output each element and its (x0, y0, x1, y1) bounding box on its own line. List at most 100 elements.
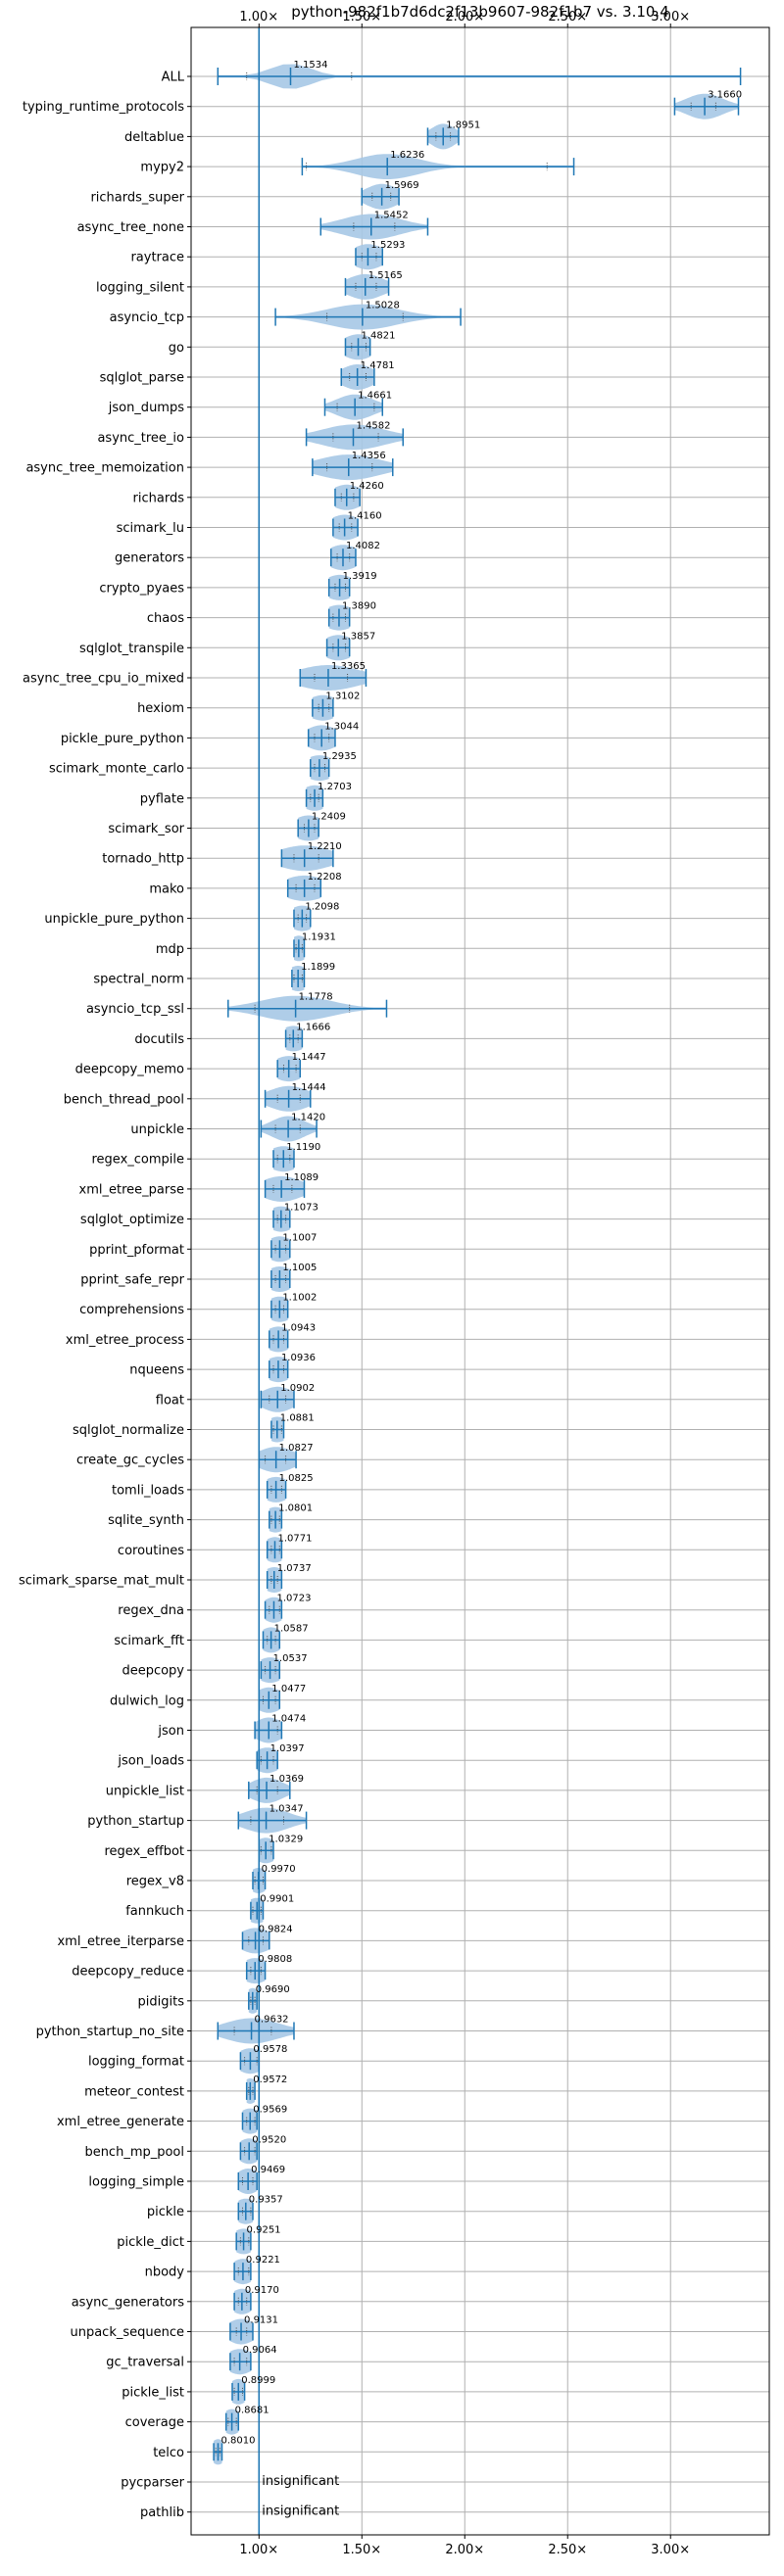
x-tick-label-bottom: 1.00× (239, 2543, 278, 2557)
benchmark-name-label: sqlglot_parse (100, 371, 184, 386)
benchmark-name-label: bench_thread_pool (64, 1092, 184, 1107)
benchmark-name-label: dulwich_log (110, 1693, 184, 1708)
mean-value-label: 1.1007 (282, 1232, 317, 1243)
mean-value-label: 1.0723 (276, 1594, 311, 1604)
mean-value-label: 1.3919 (343, 571, 377, 582)
benchmark-name-label: tomli_loads (112, 1483, 184, 1498)
benchmark-name-label: ALL (162, 71, 185, 85)
x-tick-label-top: 1.00× (239, 10, 278, 24)
benchmark-name-label: chaos (147, 611, 184, 626)
benchmark-name-label: pycparser (121, 2476, 184, 2491)
axis-layer (187, 24, 671, 2539)
x-tick-label-bottom: 2.50× (548, 2543, 587, 2557)
mean-value-label: 1.4582 (356, 420, 390, 431)
mean-value-label: 3.1660 (708, 90, 742, 101)
benchmark-name-label: json_loads (117, 1754, 184, 1769)
mean-value-label: 1.3102 (325, 692, 360, 702)
mean-value-label: 1.1420 (291, 1113, 325, 1123)
benchmark-name-label: nqueens (129, 1363, 184, 1378)
mean-value-label: 1.1002 (282, 1293, 317, 1304)
benchmark-name-label: async_tree_io (97, 431, 184, 446)
mean-value-label: 1.0537 (273, 1653, 308, 1664)
benchmark-name-label: coverage (125, 2415, 184, 2430)
mean-value-label: 0.9170 (245, 2285, 279, 2296)
benchmark-name-label: unpickle_list (106, 1784, 184, 1798)
benchmark-name-label: deepcopy_reduce (72, 1965, 184, 1980)
mean-value-label: 0.9251 (247, 2224, 281, 2235)
benchmark-name-label: pidigits (138, 1994, 185, 2009)
mean-value-label: 0.9901 (260, 1894, 294, 1905)
benchmark-name-label: go (169, 341, 184, 356)
mean-value-label: 1.0329 (269, 1834, 303, 1844)
mean-value-label: 1.3365 (331, 661, 366, 672)
benchmark-name-label: pickle (147, 2205, 184, 2219)
mean-value-label: 0.9064 (243, 2345, 277, 2356)
benchmark-name-label: comprehensions (79, 1303, 184, 1317)
benchmark-name-label: generators (115, 551, 184, 566)
benchmark-name-label: richards_super (90, 190, 184, 205)
mean-value-label: 0.9221 (246, 2255, 280, 2266)
benchmark-name-label: create_gc_cycles (76, 1454, 184, 1468)
mean-value-label: 1.0881 (280, 1413, 315, 1424)
benchmark-name-label: gc_traversal (106, 2356, 184, 2370)
benchmark-name-label: unpickle_pure_python (44, 912, 184, 927)
benchmark-name-label: async_generators (72, 2295, 185, 2310)
benchmark-name-label: scimark_sor (108, 822, 184, 836)
benchmark-name-label: deepcopy_memo (75, 1063, 184, 1077)
mean-value-label: 1.2208 (308, 872, 342, 883)
mean-value-label: 1.1778 (299, 992, 333, 1003)
benchmark-name-label: python_startup (87, 1814, 184, 1829)
mean-value-label: 1.1534 (293, 60, 327, 71)
mean-value-label: 1.4781 (361, 360, 395, 371)
benchmark-name-label: fannkuch (125, 1904, 184, 1919)
x-tick-label-bottom: 2.00× (445, 2543, 484, 2557)
mean-value-label: 1.0369 (270, 1774, 304, 1785)
benchmark-name-label: asyncio_tcp_ssl (86, 1002, 184, 1017)
violin-layer (213, 64, 742, 2465)
x-tick-label-top: 1.50× (342, 10, 381, 24)
benchmark-name-label: deepcopy (122, 1664, 184, 1679)
mean-value-label: 0.9690 (256, 1984, 290, 1995)
mean-value-label: 1.1444 (292, 1082, 326, 1093)
benchmark-name-label: pickle_list (122, 2385, 184, 2400)
benchmark-name-label: pyflate (140, 791, 184, 806)
benchmark-name-label: scimark_monte_carlo (49, 762, 184, 777)
benchmark-name-label: xml_etree_iterparse (57, 1934, 184, 1949)
x-tick-label-bottom: 1.50× (342, 2543, 381, 2557)
mean-value-label: 1.0936 (281, 1353, 316, 1363)
mean-value-label: 1.0801 (278, 1503, 313, 1514)
benchmark-name-label: asyncio_tcp (110, 310, 184, 325)
benchmark-name-label: json (157, 1724, 184, 1739)
mean-value-label: 1.4356 (352, 451, 386, 461)
benchmark-name-label: unpickle (130, 1122, 184, 1137)
mean-value-label: 1.3044 (324, 721, 359, 732)
chart-title: python-982f1b7d6dc2f13b9607-982f1b7 vs. … (291, 3, 668, 21)
benchmark-name-label: sqlite_synth (108, 1513, 184, 1528)
mean-value-label: 1.3890 (342, 601, 376, 612)
mean-value-label: 1.0825 (279, 1473, 314, 1484)
mean-value-label: 0.9469 (251, 2165, 285, 2175)
mean-value-label: 1.4160 (348, 511, 382, 522)
benchmark-name-label: sqlglot_normalize (73, 1423, 184, 1438)
benchmark-name-label: pathlib (140, 2505, 184, 2520)
mean-value-label: 1.5293 (370, 240, 405, 251)
benchmark-name-label: telco (153, 2446, 184, 2460)
mean-value-label: 1.0902 (280, 1383, 315, 1394)
mean-value-label: 0.8999 (241, 2375, 275, 2386)
benchmark-name-label: sqlglot_optimize (80, 1213, 184, 1227)
benchmark-name-label: pprint_safe_repr (80, 1273, 184, 1288)
benchmark-name-label: tornado_http (102, 852, 184, 867)
mean-value-label: 1.0771 (277, 1533, 312, 1544)
benchmark-name-label: meteor_contest (84, 2084, 184, 2099)
benchmark-name-label: pprint_pformat (89, 1243, 184, 1258)
mean-value-label: 1.6236 (390, 150, 424, 161)
mean-value-label: 1.0943 (281, 1322, 316, 1333)
mean-value-label: 1.4082 (346, 541, 380, 551)
benchmark-name-label: async_tree_cpu_io_mixed (23, 672, 184, 687)
mean-value-label: 0.8010 (221, 2435, 256, 2446)
mean-value-label: 1.1899 (301, 962, 335, 973)
benchmark-name-label: scimark_sparse_mat_mult (19, 1574, 184, 1589)
mean-value-label: 1.0347 (270, 1804, 304, 1815)
mean-value-label: 1.0477 (271, 1684, 306, 1694)
mean-value-label: 1.4821 (362, 330, 396, 341)
